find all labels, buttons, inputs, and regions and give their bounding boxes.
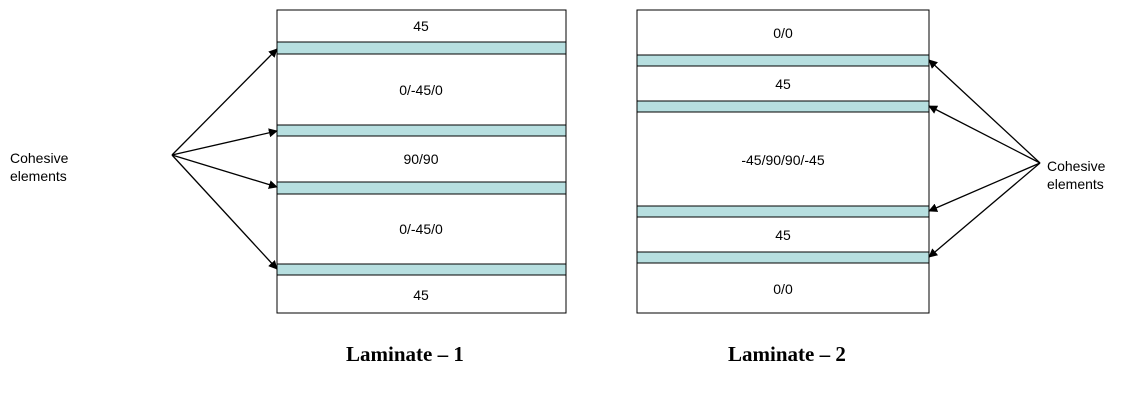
l2-arrow-1 (928, 59, 1041, 164)
l2-arrow-3 (928, 162, 1041, 212)
l2-ply-2-label: 45 (775, 76, 791, 92)
l2-arrow-4 (928, 162, 1041, 258)
l2-ply-3 (636, 111, 930, 207)
l2-cohesive-layer-3 (636, 205, 930, 218)
l1-ply-3-label: 90/90 (403, 151, 438, 167)
l1-arrow-4 (171, 154, 278, 270)
l1-ply-5 (276, 274, 567, 314)
l1-ply-4 (276, 193, 567, 265)
l2-ply-3-label: -45/90/90/-45 (741, 152, 824, 168)
l1-ply-2 (276, 53, 567, 126)
l2-cohesive-layer-2 (636, 100, 930, 113)
l2-cohesive-label-line2: elements (1047, 176, 1104, 192)
l1-ply-5-label: 45 (413, 287, 429, 303)
l2-caption: Laminate – 2 (728, 342, 846, 366)
l1-arrow-1 (171, 48, 278, 156)
l1-cohesive-layer-1 (276, 41, 567, 55)
l2-arrow-2 (928, 105, 1041, 164)
l1-arrow-3 (171, 154, 278, 189)
l1-ply-2-label: 0/-45/0 (399, 82, 443, 98)
l2-cohesive-layer-1 (636, 54, 930, 67)
l1-cohesive-label-line2: elements (10, 168, 67, 184)
l2-ply-5 (636, 262, 930, 314)
l1-ply-4-label: 0/-45/0 (399, 221, 443, 237)
l2-ply-4-label: 45 (775, 227, 791, 243)
l1-caption: Laminate – 1 (346, 342, 464, 366)
l2-cohesive-label-line1: Cohesive (1047, 158, 1106, 174)
l2-ply-5-label: 0/0 (773, 281, 793, 297)
l1-cohesive-layer-4 (276, 263, 567, 276)
l1-cohesive-layer-3 (276, 181, 567, 195)
laminate-2: 0/0 45 -45/90/90/-45 45 0/0 Cohesive ele… (636, 9, 1106, 366)
laminate-1: 45 0/-45/0 90/90 0/-45/0 45 Cohesive ele… (10, 9, 567, 366)
l1-cohesive-layer-2 (276, 124, 567, 137)
l1-ply-1-label: 45 (413, 18, 429, 34)
l2-ply-1-label: 0/0 (773, 25, 793, 41)
l1-arrow-2 (171, 128, 278, 156)
l1-ply-3 (276, 135, 567, 183)
l2-cohesive-layer-4 (636, 251, 930, 264)
l2-ply-1 (636, 9, 930, 56)
l1-ply-1 (276, 9, 567, 43)
l1-cohesive-label-line1: Cohesive (10, 150, 69, 166)
